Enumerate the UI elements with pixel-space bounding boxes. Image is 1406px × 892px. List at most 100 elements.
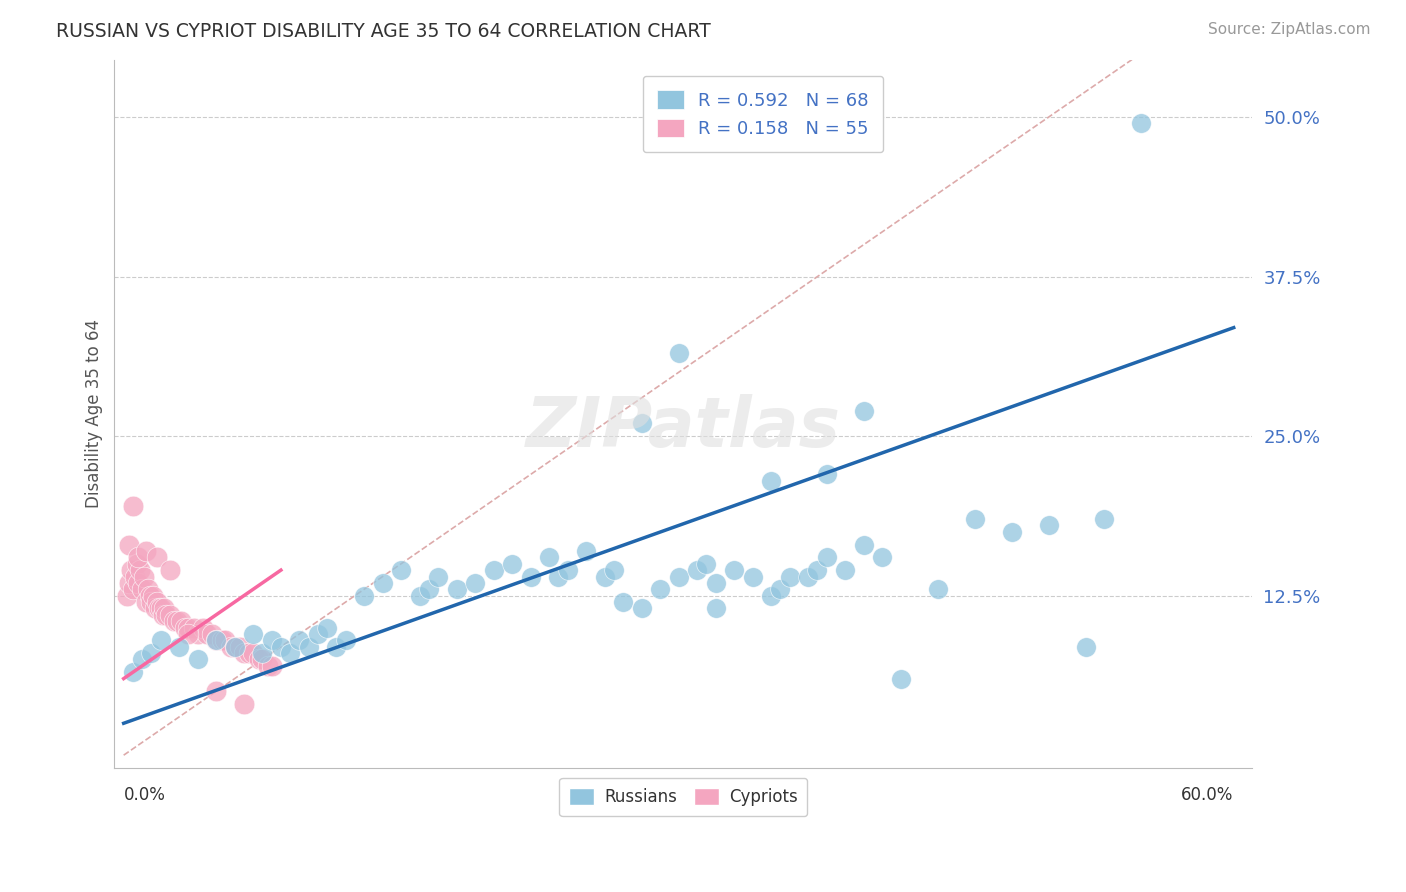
Point [704, 601, 727, 615]
Point [418, 582, 440, 597]
Legend: Russians, Cypriots: Russians, Cypriots [560, 778, 807, 816]
Point [870, 550, 893, 565]
Point [353, 589, 375, 603]
Text: Source: ZipAtlas.com: Source: ZipAtlas.com [1208, 22, 1371, 37]
Point [427, 569, 450, 583]
Point [118, 575, 141, 590]
Point [155, 607, 177, 622]
Point [834, 563, 856, 577]
Point [704, 575, 727, 590]
Point [135, 595, 157, 609]
Point [575, 544, 598, 558]
Point [630, 601, 652, 615]
Point [136, 582, 159, 597]
Point [122, 500, 145, 514]
Text: 0.0%: 0.0% [124, 786, 166, 804]
Point [806, 563, 828, 577]
Point [242, 627, 264, 641]
Point [193, 621, 215, 635]
Point [131, 652, 153, 666]
Point [741, 569, 763, 583]
Point [270, 640, 292, 654]
Point [132, 569, 155, 583]
Point [214, 633, 236, 648]
Point [159, 607, 181, 622]
Point [797, 569, 820, 583]
Point [238, 646, 260, 660]
Point [519, 569, 541, 583]
Point [183, 621, 205, 635]
Point [668, 346, 690, 360]
Point [1130, 116, 1153, 130]
Point [298, 640, 321, 654]
Point [963, 512, 986, 526]
Point [335, 633, 357, 648]
Point [371, 575, 394, 590]
Point [1001, 524, 1024, 539]
Point [205, 633, 228, 648]
Point [482, 563, 505, 577]
Point [166, 614, 188, 628]
Point [325, 640, 347, 654]
Point [224, 640, 246, 654]
Text: RUSSIAN VS CYPRIOT DISABILITY AGE 35 TO 64 CORRELATION CHART: RUSSIAN VS CYPRIOT DISABILITY AGE 35 TO … [56, 22, 711, 41]
Point [247, 652, 270, 666]
Point [159, 563, 181, 577]
Point [779, 569, 801, 583]
Point [408, 589, 430, 603]
Point [769, 582, 792, 597]
Point [146, 550, 169, 565]
Point [1092, 512, 1115, 526]
Point [232, 697, 254, 711]
Point [686, 563, 709, 577]
Point [187, 627, 209, 641]
Point [389, 563, 412, 577]
Point [120, 563, 142, 577]
Point [232, 646, 254, 660]
Point [501, 557, 523, 571]
Point [927, 582, 949, 597]
Point [149, 633, 172, 648]
Point [205, 684, 228, 698]
Point [127, 575, 149, 590]
Point [650, 582, 672, 597]
Point [603, 563, 626, 577]
Point [211, 633, 233, 648]
Text: 60.0%: 60.0% [1181, 786, 1233, 804]
Point [167, 640, 190, 654]
Point [612, 595, 634, 609]
Point [142, 589, 165, 603]
Point [219, 640, 242, 654]
Point [815, 550, 838, 565]
Point [143, 601, 166, 615]
Point [177, 621, 200, 635]
Point [149, 601, 172, 615]
Point [307, 627, 329, 641]
Point [229, 640, 252, 654]
Point [252, 652, 274, 666]
Point [187, 652, 209, 666]
Point [205, 633, 228, 648]
Point [195, 627, 218, 641]
Point [127, 550, 149, 565]
Point [252, 646, 274, 660]
Point [129, 563, 152, 577]
Point [260, 658, 283, 673]
Point [146, 595, 169, 609]
Point [152, 607, 174, 622]
Point [141, 646, 163, 660]
Point [668, 569, 690, 583]
Point [201, 627, 224, 641]
Point [761, 589, 783, 603]
Point [464, 575, 486, 590]
Point [257, 658, 280, 673]
Point [446, 582, 468, 597]
Point [761, 474, 783, 488]
Point [173, 621, 195, 635]
Y-axis label: Disability Age 35 to 64: Disability Age 35 to 64 [86, 319, 103, 508]
Point [118, 538, 141, 552]
Point [630, 417, 652, 431]
Point [162, 614, 184, 628]
Point [170, 614, 193, 628]
Point [547, 569, 569, 583]
